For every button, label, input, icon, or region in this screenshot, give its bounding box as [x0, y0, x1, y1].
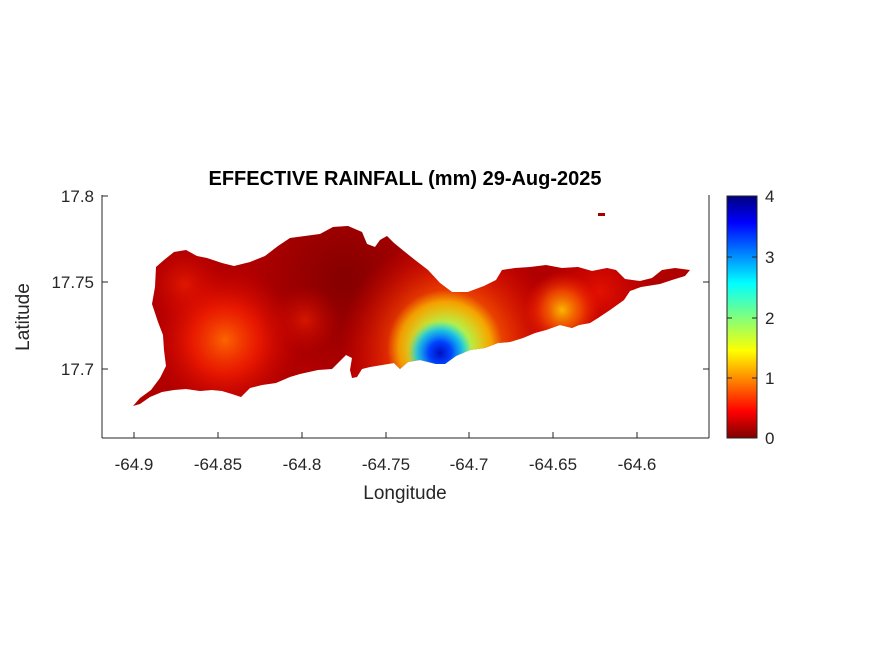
y-tick-label: 17.8: [61, 187, 94, 206]
plot-axes: [101, 195, 710, 439]
x-tick-label: -64.7: [450, 455, 489, 474]
islet-marker: [598, 213, 605, 216]
colorbar-tick-label: 1: [765, 369, 774, 388]
colorbar-tick-label: 3: [765, 248, 774, 267]
y-tick-label: 17.7: [61, 360, 94, 379]
colorbar-tick-label: 2: [765, 309, 774, 328]
colorbar: 4 3 2 1 0: [726, 187, 774, 448]
colorbar-tick-label: 0: [765, 429, 774, 448]
y-axis-ticks: [102, 195, 709, 370]
x-tick-label: -64.9: [115, 455, 154, 474]
rainfall-field: [133, 226, 690, 406]
y-tick-label: 17.75: [51, 273, 94, 292]
colorbar-gradient: [726, 195, 758, 439]
x-axis-label: Longitude: [363, 483, 446, 504]
colorbar-tick-label: 4: [765, 187, 774, 206]
x-axis-ticks: [133, 432, 638, 438]
x-tick-label: -64.75: [362, 455, 410, 474]
x-tick-label: -64.85: [194, 455, 242, 474]
x-tick-label: -64.8: [283, 455, 322, 474]
y-axis-label: Latitude: [13, 283, 34, 351]
x-tick-label: -64.65: [529, 455, 577, 474]
x-tick-label: -64.6: [618, 455, 657, 474]
chart-title: EFFECTIVE RAINFALL (mm) 29-Aug-2025: [208, 168, 601, 190]
